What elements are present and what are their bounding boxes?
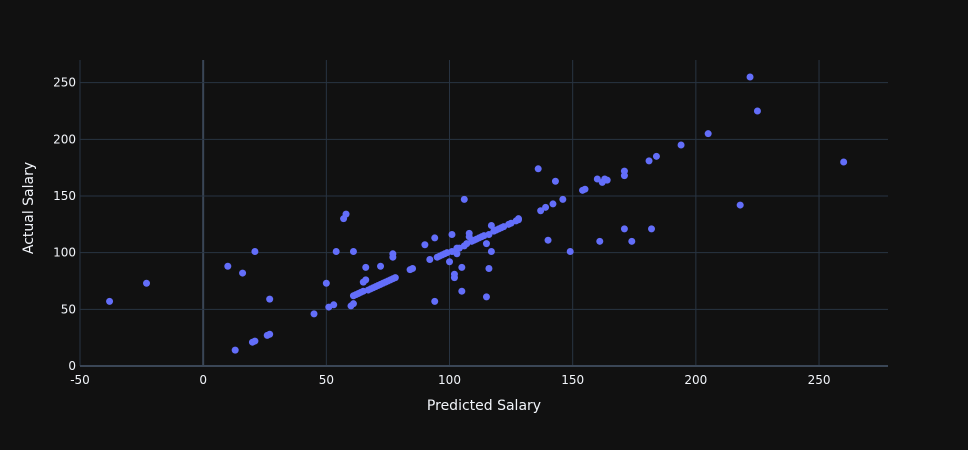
data-point[interactable]: [409, 265, 417, 273]
data-point[interactable]: [460, 195, 468, 203]
y-tick-label: 0: [68, 359, 76, 373]
data-point[interactable]: [652, 152, 660, 160]
data-point[interactable]: [421, 241, 429, 249]
data-point[interactable]: [628, 237, 636, 245]
data-point[interactable]: [482, 293, 490, 301]
y-tick-label: 100: [53, 246, 76, 260]
data-point[interactable]: [322, 279, 330, 287]
x-tick-label: 150: [561, 373, 584, 387]
data-point[interactable]: [342, 210, 350, 218]
data-point[interactable]: [143, 279, 151, 287]
data-point[interactable]: [266, 330, 274, 338]
data-point[interactable]: [551, 177, 559, 185]
data-point[interactable]: [581, 185, 589, 193]
data-point[interactable]: [704, 130, 712, 138]
data-point[interactable]: [349, 248, 357, 256]
data-point[interactable]: [251, 248, 259, 256]
x-tick-label: -50: [70, 373, 90, 387]
x-tick-label: 100: [438, 373, 461, 387]
data-point[interactable]: [482, 240, 490, 248]
data-point[interactable]: [450, 270, 458, 278]
data-point[interactable]: [377, 262, 385, 270]
data-point[interactable]: [566, 248, 574, 256]
data-point[interactable]: [645, 157, 653, 165]
data-point[interactable]: [603, 176, 611, 184]
data-point[interactable]: [487, 221, 495, 229]
data-point[interactable]: [251, 337, 259, 345]
data-point[interactable]: [485, 265, 493, 273]
x-tick-label: 0: [199, 373, 207, 387]
data-point[interactable]: [514, 215, 522, 223]
data-point[interactable]: [620, 167, 628, 175]
data-point[interactable]: [431, 234, 439, 242]
data-point[interactable]: [677, 141, 685, 149]
data-point[interactable]: [549, 200, 557, 208]
data-point[interactable]: [840, 158, 848, 166]
data-point[interactable]: [389, 253, 397, 261]
y-tick-label: 150: [53, 189, 76, 203]
data-point[interactable]: [534, 165, 542, 173]
data-point[interactable]: [266, 295, 274, 303]
x-tick-label: 250: [808, 373, 831, 387]
data-point[interactable]: [544, 236, 552, 244]
data-point[interactable]: [559, 195, 567, 203]
y-axis-title: Actual Salary: [21, 162, 37, 254]
data-point[interactable]: [458, 263, 466, 271]
data-point[interactable]: [537, 207, 545, 215]
data-point[interactable]: [485, 231, 493, 239]
grid-layer: [79, 60, 888, 367]
data-point[interactable]: [330, 301, 338, 309]
points-layer: [106, 73, 848, 354]
data-point[interactable]: [310, 310, 318, 318]
data-point[interactable]: [458, 287, 466, 295]
data-point[interactable]: [239, 269, 247, 277]
data-point[interactable]: [746, 73, 754, 81]
data-point[interactable]: [431, 297, 439, 305]
x-tick-label: 50: [319, 373, 334, 387]
data-point[interactable]: [106, 297, 114, 305]
data-point[interactable]: [542, 203, 550, 211]
data-point[interactable]: [453, 250, 461, 258]
data-point[interactable]: [362, 263, 370, 271]
data-point[interactable]: [446, 258, 454, 266]
data-point[interactable]: [426, 255, 434, 263]
data-point[interactable]: [231, 346, 239, 354]
data-point[interactable]: [620, 225, 628, 233]
x-tick-label: 200: [684, 373, 707, 387]
data-point[interactable]: [648, 225, 656, 233]
data-point[interactable]: [362, 276, 370, 284]
data-point[interactable]: [593, 175, 601, 183]
data-point[interactable]: [736, 201, 744, 209]
y-tick-label: 200: [53, 132, 76, 146]
data-point[interactable]: [391, 274, 399, 282]
data-point[interactable]: [349, 300, 357, 308]
y-tick-label: 250: [53, 76, 76, 90]
data-point[interactable]: [753, 107, 761, 115]
data-point[interactable]: [596, 237, 604, 245]
data-point[interactable]: [224, 262, 232, 270]
x-axis-title: Predicted Salary: [427, 398, 541, 414]
y-tick-label: 50: [61, 302, 76, 316]
data-point[interactable]: [448, 231, 456, 239]
data-point[interactable]: [332, 248, 340, 256]
data-point[interactable]: [465, 229, 473, 237]
data-point[interactable]: [487, 248, 495, 256]
